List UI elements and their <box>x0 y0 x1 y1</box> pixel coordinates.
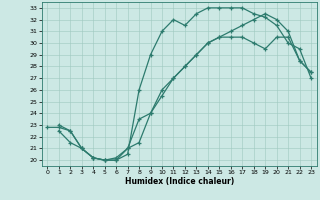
X-axis label: Humidex (Indice chaleur): Humidex (Indice chaleur) <box>124 177 234 186</box>
